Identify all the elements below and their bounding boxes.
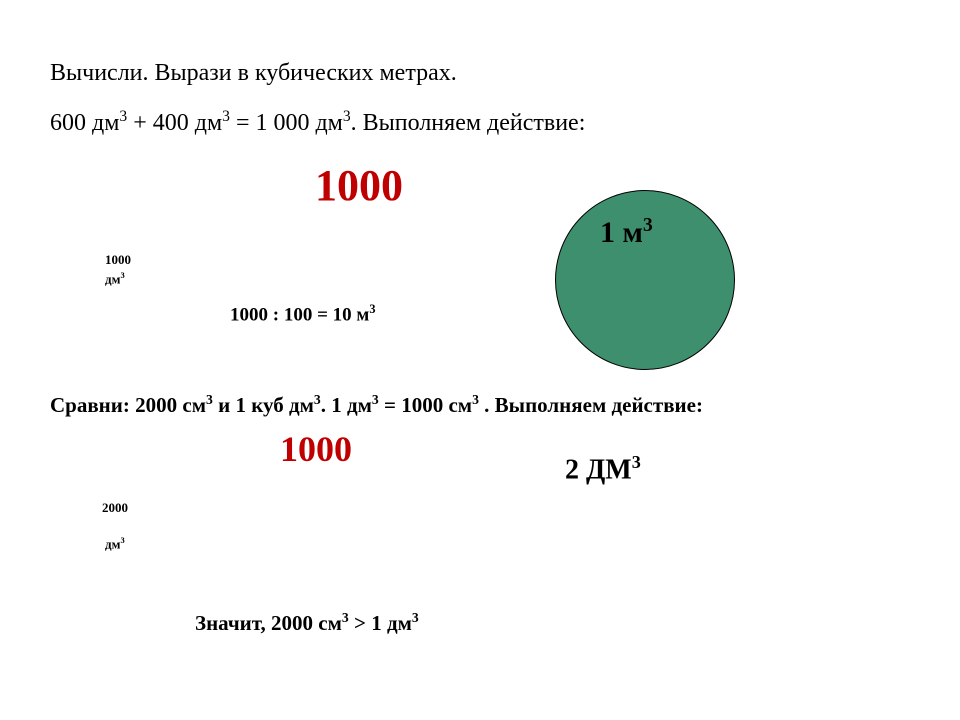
part2-result-label: 2 ДМ3: [565, 452, 641, 486]
part1-equation: 1000 : 100 = 10 м3: [230, 302, 376, 326]
intro-line-1: Вычисли. Вырази в кубических метрах.: [50, 60, 457, 87]
part2-compare: Сравни: 2000 см3 и 1 куб дм3. 1 дм3 = 10…: [50, 392, 703, 418]
part1-small-unit: дм3: [105, 270, 125, 287]
part2-small-value: 2000: [102, 500, 128, 516]
part1-big-number: 1000: [315, 160, 403, 211]
part2-conclusion: Значит, 2000 см3 > 1 дм3: [195, 610, 419, 636]
part2-big-number: 1000: [280, 428, 352, 470]
part1-small-value: 1000: [105, 252, 131, 268]
intro-line-2: 600 дм3 + 400 дм3 = 1 000 дм3. Выполняем…: [50, 108, 585, 137]
part2-small-unit: дм3: [105, 535, 125, 552]
part1-circle-label: 1 м3: [600, 215, 653, 250]
